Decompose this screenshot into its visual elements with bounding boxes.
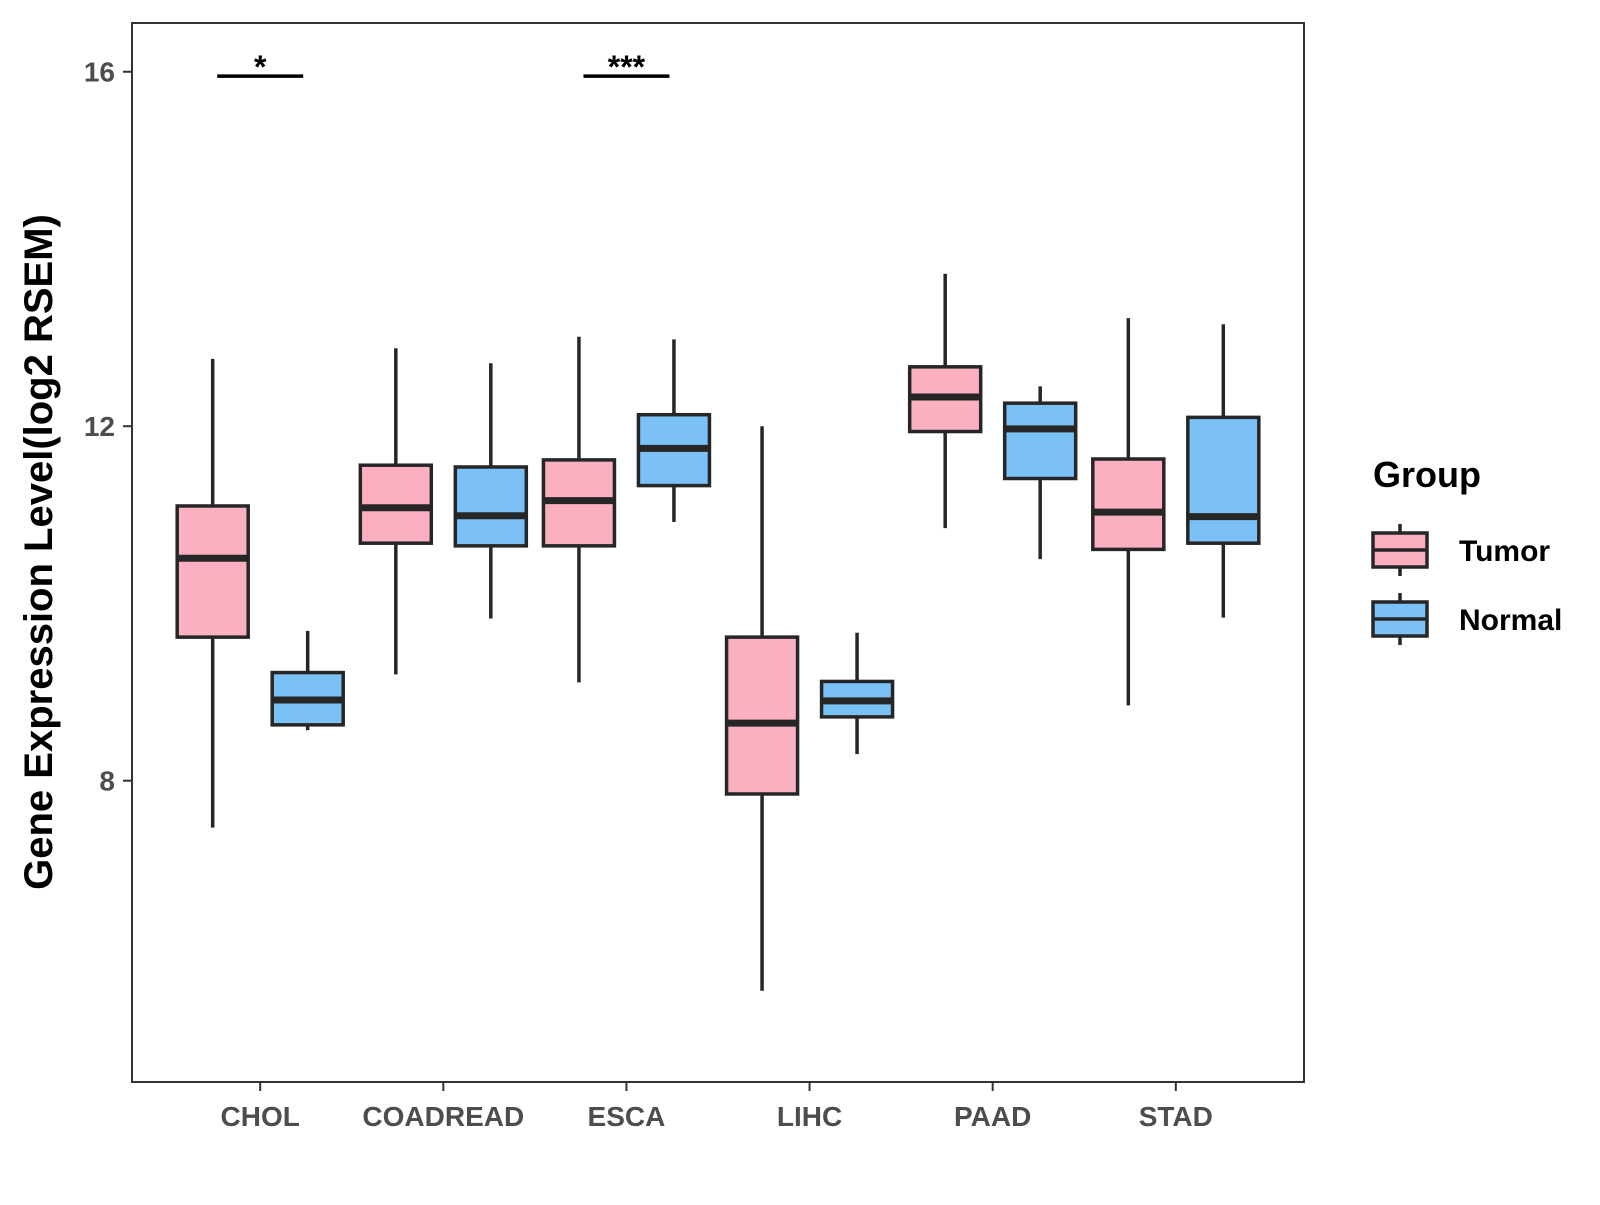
box-normal-lihc: [819, 632, 895, 755]
legend-label-normal: Normal: [1459, 604, 1562, 637]
box-tumor-chol: [175, 358, 250, 828]
legend: Group Tumor Normal: [1371, 454, 1562, 645]
box-iqr: [1091, 457, 1166, 552]
box-iqr: [453, 465, 529, 548]
legend-label-tumor: Tumor: [1459, 535, 1550, 568]
y-axis-title: Gene Expression Level(log2 RSEM): [17, 214, 61, 890]
box-tumor-lihc: [724, 426, 800, 991]
significance-annotations: * ***: [217, 49, 670, 85]
box-normal-esca: [636, 339, 712, 522]
y-axis: 8 12 16: [84, 57, 132, 797]
box-normal-paad: [1002, 386, 1078, 560]
box-tumor-paad: [907, 273, 983, 529]
x-tick-label: LIHC: [777, 1101, 842, 1132]
x-tick-label: ESCA: [588, 1101, 666, 1132]
box-normal-stad: [1186, 324, 1261, 618]
box-tumor-stad: [1091, 318, 1166, 706]
box-iqr: [358, 463, 434, 545]
box-iqr: [1002, 401, 1078, 481]
x-tick-label: PAAD: [954, 1101, 1031, 1132]
box-iqr: [1186, 415, 1261, 545]
x-axis: CHOL COADREAD ESCA LIHC PAAD STAD: [221, 1082, 1213, 1132]
box-iqr: [724, 635, 800, 796]
y-tick-label: 12: [84, 411, 115, 442]
box-tumor-coadread: [358, 348, 434, 675]
plot-panel-border: [131, 22, 1305, 1083]
legend-title: Group: [1373, 454, 1481, 495]
box-normal-coadread: [453, 363, 529, 619]
box-iqr: [175, 504, 250, 639]
x-tick-label: STAD: [1139, 1101, 1213, 1132]
box-tumor-esca: [541, 336, 617, 683]
x-tick-label: COADREAD: [362, 1101, 524, 1132]
box-marks: [175, 273, 1261, 991]
box-normal-chol: [270, 630, 345, 731]
significance-label: ***: [608, 49, 646, 85]
significance-label: *: [254, 49, 267, 85]
x-tick-label: CHOL: [221, 1101, 300, 1132]
y-tick-label: 16: [84, 57, 115, 88]
y-tick-label: 8: [99, 766, 115, 797]
